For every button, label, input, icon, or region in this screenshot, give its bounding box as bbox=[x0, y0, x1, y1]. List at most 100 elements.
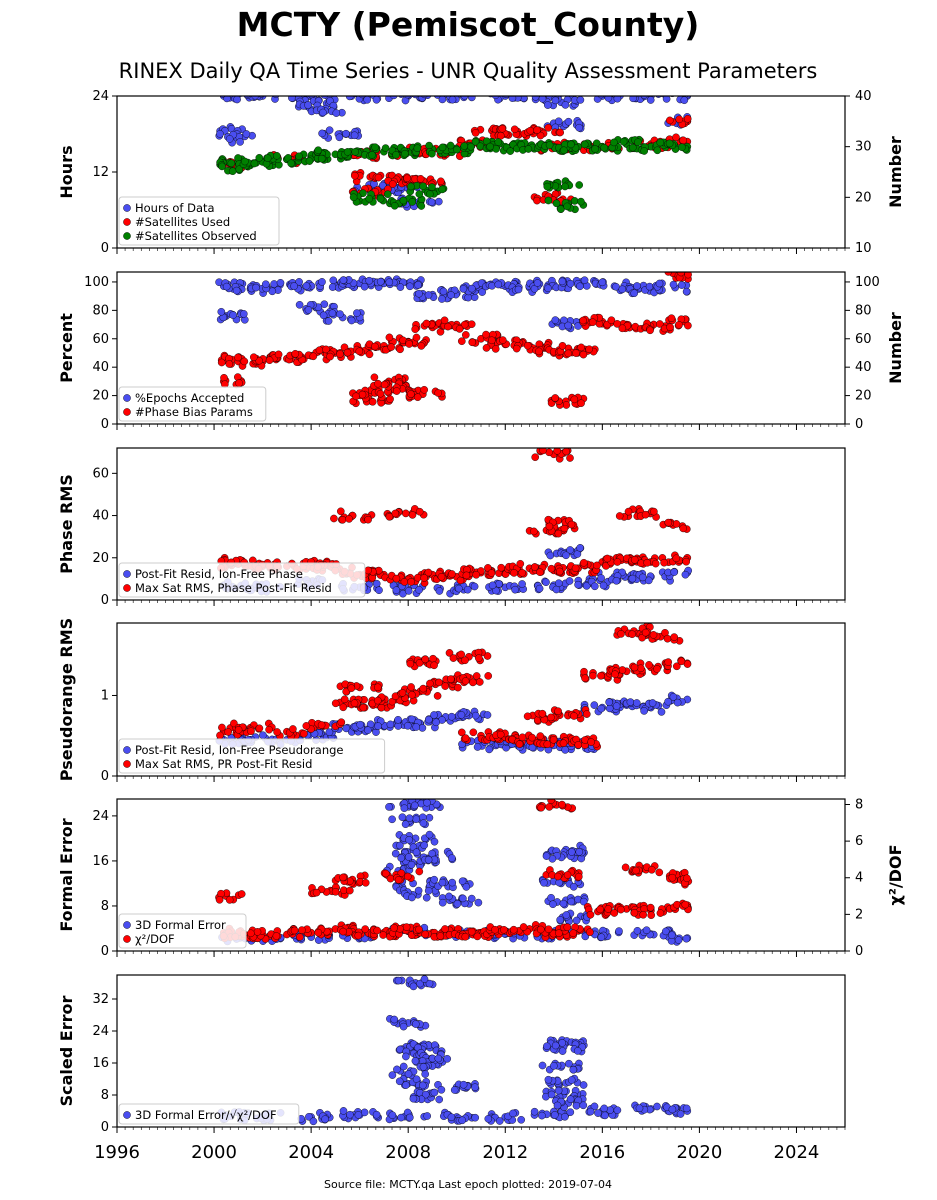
data-point-blue bbox=[324, 317, 333, 325]
data-point-red bbox=[498, 336, 507, 344]
data-point-blue bbox=[385, 803, 393, 811]
data-point-blue bbox=[576, 96, 585, 104]
data-point-red bbox=[672, 133, 680, 142]
y-tick-label: 8 bbox=[101, 899, 109, 914]
data-point-blue bbox=[411, 96, 419, 99]
data-point-red bbox=[482, 330, 490, 339]
data-point-red bbox=[240, 357, 249, 366]
data-point-red bbox=[649, 631, 658, 639]
data-point-green bbox=[486, 142, 494, 151]
data-point-blue bbox=[412, 848, 421, 857]
data-point-red bbox=[317, 721, 326, 729]
y-tick-label: 0 bbox=[101, 593, 109, 608]
data-point-green bbox=[575, 181, 584, 189]
data-point-blue bbox=[494, 280, 503, 289]
data-point-red bbox=[574, 741, 583, 749]
data-point-green bbox=[619, 137, 628, 146]
data-point-blue bbox=[424, 715, 433, 724]
y-tick-label: 24 bbox=[92, 1024, 109, 1039]
data-point-red bbox=[497, 563, 506, 572]
y-tick-label: 20 bbox=[92, 551, 109, 566]
data-point-blue bbox=[239, 310, 248, 318]
data-point-red bbox=[580, 559, 588, 567]
data-point-blue bbox=[550, 1062, 558, 1070]
data-point-red bbox=[554, 529, 563, 538]
data-point-red bbox=[462, 571, 471, 580]
data-point-blue bbox=[572, 1101, 581, 1110]
data-point-blue bbox=[406, 282, 414, 291]
data-point-blue bbox=[233, 96, 241, 104]
data-point-red bbox=[617, 630, 625, 638]
data-point-blue bbox=[424, 887, 433, 895]
data-point-blue bbox=[640, 707, 648, 715]
data-point-blue bbox=[438, 96, 447, 104]
data-point-green bbox=[365, 194, 374, 203]
data-point-blue bbox=[668, 1105, 677, 1114]
data-point-red bbox=[555, 929, 563, 938]
data-point-red bbox=[646, 326, 654, 335]
data-point-blue bbox=[580, 276, 589, 285]
data-point-blue bbox=[232, 286, 241, 295]
y-right-tick-label: 10 bbox=[855, 241, 872, 256]
data-point-blue bbox=[388, 815, 396, 824]
data-point-blue bbox=[590, 1102, 599, 1111]
data-point-red bbox=[247, 727, 255, 736]
data-point-blue bbox=[216, 130, 224, 138]
x-tick-label: 2008 bbox=[385, 1142, 431, 1163]
data-point-blue bbox=[425, 830, 434, 839]
data-point-red bbox=[571, 564, 580, 573]
data-point-green bbox=[524, 145, 533, 153]
data-point-blue bbox=[414, 886, 423, 895]
data-point-blue bbox=[328, 309, 337, 318]
data-point-blue bbox=[681, 570, 690, 579]
data-point-blue bbox=[509, 1109, 517, 1118]
data-point-red bbox=[355, 347, 364, 356]
data-point-blue bbox=[401, 820, 410, 829]
data-point-red bbox=[673, 900, 681, 909]
data-point-green bbox=[494, 138, 503, 146]
data-point-green bbox=[640, 147, 649, 155]
data-point-red bbox=[547, 713, 555, 722]
data-point-blue bbox=[567, 88, 574, 95]
data-points bbox=[215, 88, 692, 214]
data-point-red bbox=[556, 128, 565, 137]
data-point-red bbox=[645, 661, 653, 669]
data-point-red bbox=[461, 933, 470, 941]
data-point-blue bbox=[372, 96, 381, 104]
data-point-blue bbox=[575, 123, 583, 132]
data-point-blue bbox=[251, 96, 259, 100]
data-point-blue bbox=[398, 813, 407, 822]
data-point-green bbox=[295, 152, 303, 161]
data-point-blue bbox=[354, 1111, 363, 1119]
data-point-red bbox=[628, 630, 636, 639]
data-point-red bbox=[579, 350, 588, 359]
data-point-blue bbox=[543, 1042, 551, 1050]
data-point-red bbox=[530, 527, 538, 536]
data-point-blue bbox=[339, 276, 348, 284]
data-point-red bbox=[347, 684, 356, 693]
data-point-blue bbox=[421, 96, 428, 99]
data-point-blue bbox=[217, 307, 226, 316]
data-point-red bbox=[491, 345, 500, 353]
y-right-tick-label: 40 bbox=[855, 89, 872, 104]
data-point-blue bbox=[430, 1088, 439, 1097]
data-point-red bbox=[530, 563, 539, 571]
data-point-red bbox=[579, 316, 587, 325]
data-point-blue bbox=[277, 96, 281, 97]
data-point-red bbox=[683, 874, 691, 883]
data-point-blue bbox=[669, 693, 678, 701]
data-point-red bbox=[340, 695, 349, 704]
data-point-green bbox=[392, 151, 400, 159]
data-point-red bbox=[386, 395, 394, 403]
data-point-blue bbox=[551, 96, 560, 105]
data-point-red bbox=[641, 628, 650, 637]
data-point-blue bbox=[447, 1113, 456, 1121]
data-point-blue bbox=[471, 711, 480, 720]
data-point-red bbox=[536, 732, 545, 740]
data-point-green bbox=[557, 205, 565, 213]
data-point-red bbox=[289, 725, 297, 733]
data-point-red bbox=[570, 395, 579, 404]
data-point-red bbox=[415, 867, 424, 876]
data-point-blue bbox=[339, 1107, 348, 1115]
data-point-blue bbox=[488, 281, 496, 290]
